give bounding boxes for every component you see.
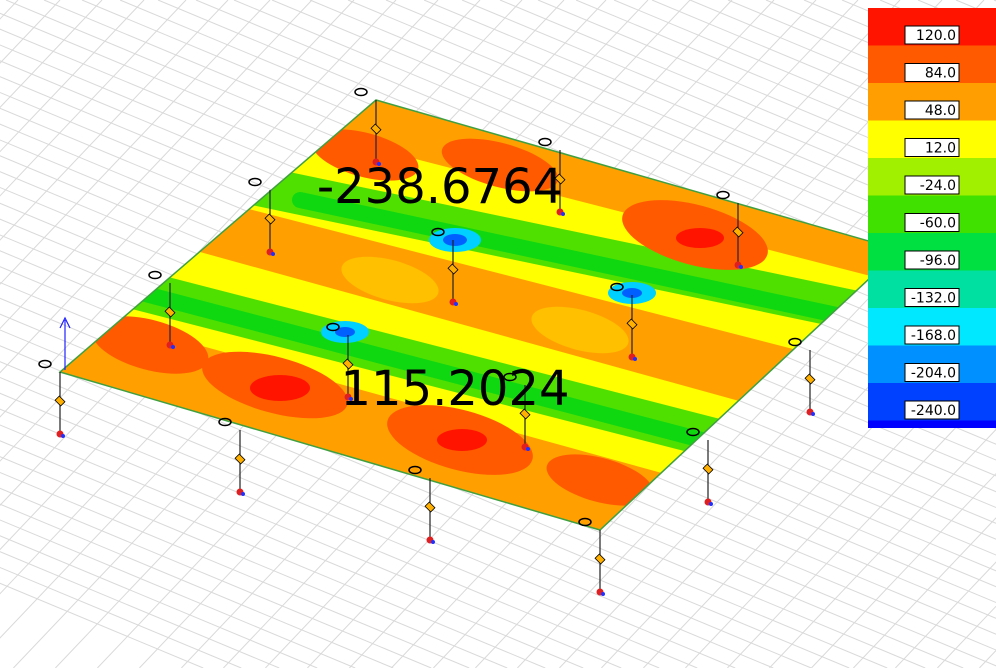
support-ring	[717, 192, 729, 199]
legend-label: 48.0	[925, 103, 956, 119]
support-ring	[149, 272, 161, 279]
legend-label: -24.0	[920, 178, 956, 194]
support-base-b	[811, 412, 815, 416]
support-base-b	[454, 302, 458, 306]
legend-label: 84.0	[925, 66, 956, 82]
support-base-b	[526, 447, 530, 451]
support-ring	[355, 89, 367, 96]
legend-label: 12.0	[925, 141, 956, 157]
model-view: -238.6764 115.2024 120.0 84.0 48.0 12.0 -24.…	[0, 0, 996, 668]
support-base-b	[431, 540, 435, 544]
support-ring	[39, 361, 51, 368]
support-ring	[539, 139, 551, 146]
legend-label: -240.0	[911, 403, 956, 419]
legend-label: -132.0	[911, 291, 956, 307]
support-ring	[249, 179, 261, 186]
support-base-b	[739, 265, 743, 269]
support-base-b	[61, 434, 65, 438]
min-annotation: -238.6764	[317, 159, 563, 215]
support-base-b	[601, 592, 605, 596]
legend-label: -204.0	[911, 366, 956, 382]
legend-label: -96.0	[920, 253, 956, 269]
support-base-b	[171, 345, 175, 349]
support-base-b	[271, 252, 275, 256]
column-node	[805, 374, 815, 384]
legend-label: -60.0	[920, 216, 956, 232]
legend-label: 120.0	[916, 28, 956, 44]
column-node	[235, 454, 245, 464]
support-base-b	[241, 492, 245, 496]
legend-label: -168.0	[911, 328, 956, 344]
support-base-b	[633, 357, 637, 361]
max-annotation: 115.2024	[340, 361, 569, 417]
legend: 120.0 84.0 48.0 12.0 -24.0 -60.0 -96.0 -132.0 -1…	[868, 8, 996, 428]
support-base-b	[709, 502, 713, 506]
